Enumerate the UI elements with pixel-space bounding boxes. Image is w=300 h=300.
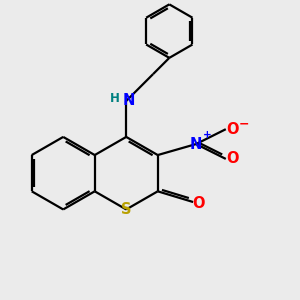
Text: O: O	[192, 196, 205, 211]
Text: N: N	[123, 94, 135, 109]
Text: S: S	[121, 202, 131, 217]
Text: +: +	[203, 130, 212, 140]
Text: H: H	[110, 92, 119, 105]
Text: N: N	[190, 136, 202, 152]
Text: O: O	[226, 152, 238, 166]
Text: −: −	[239, 117, 250, 130]
Text: O: O	[226, 122, 238, 137]
